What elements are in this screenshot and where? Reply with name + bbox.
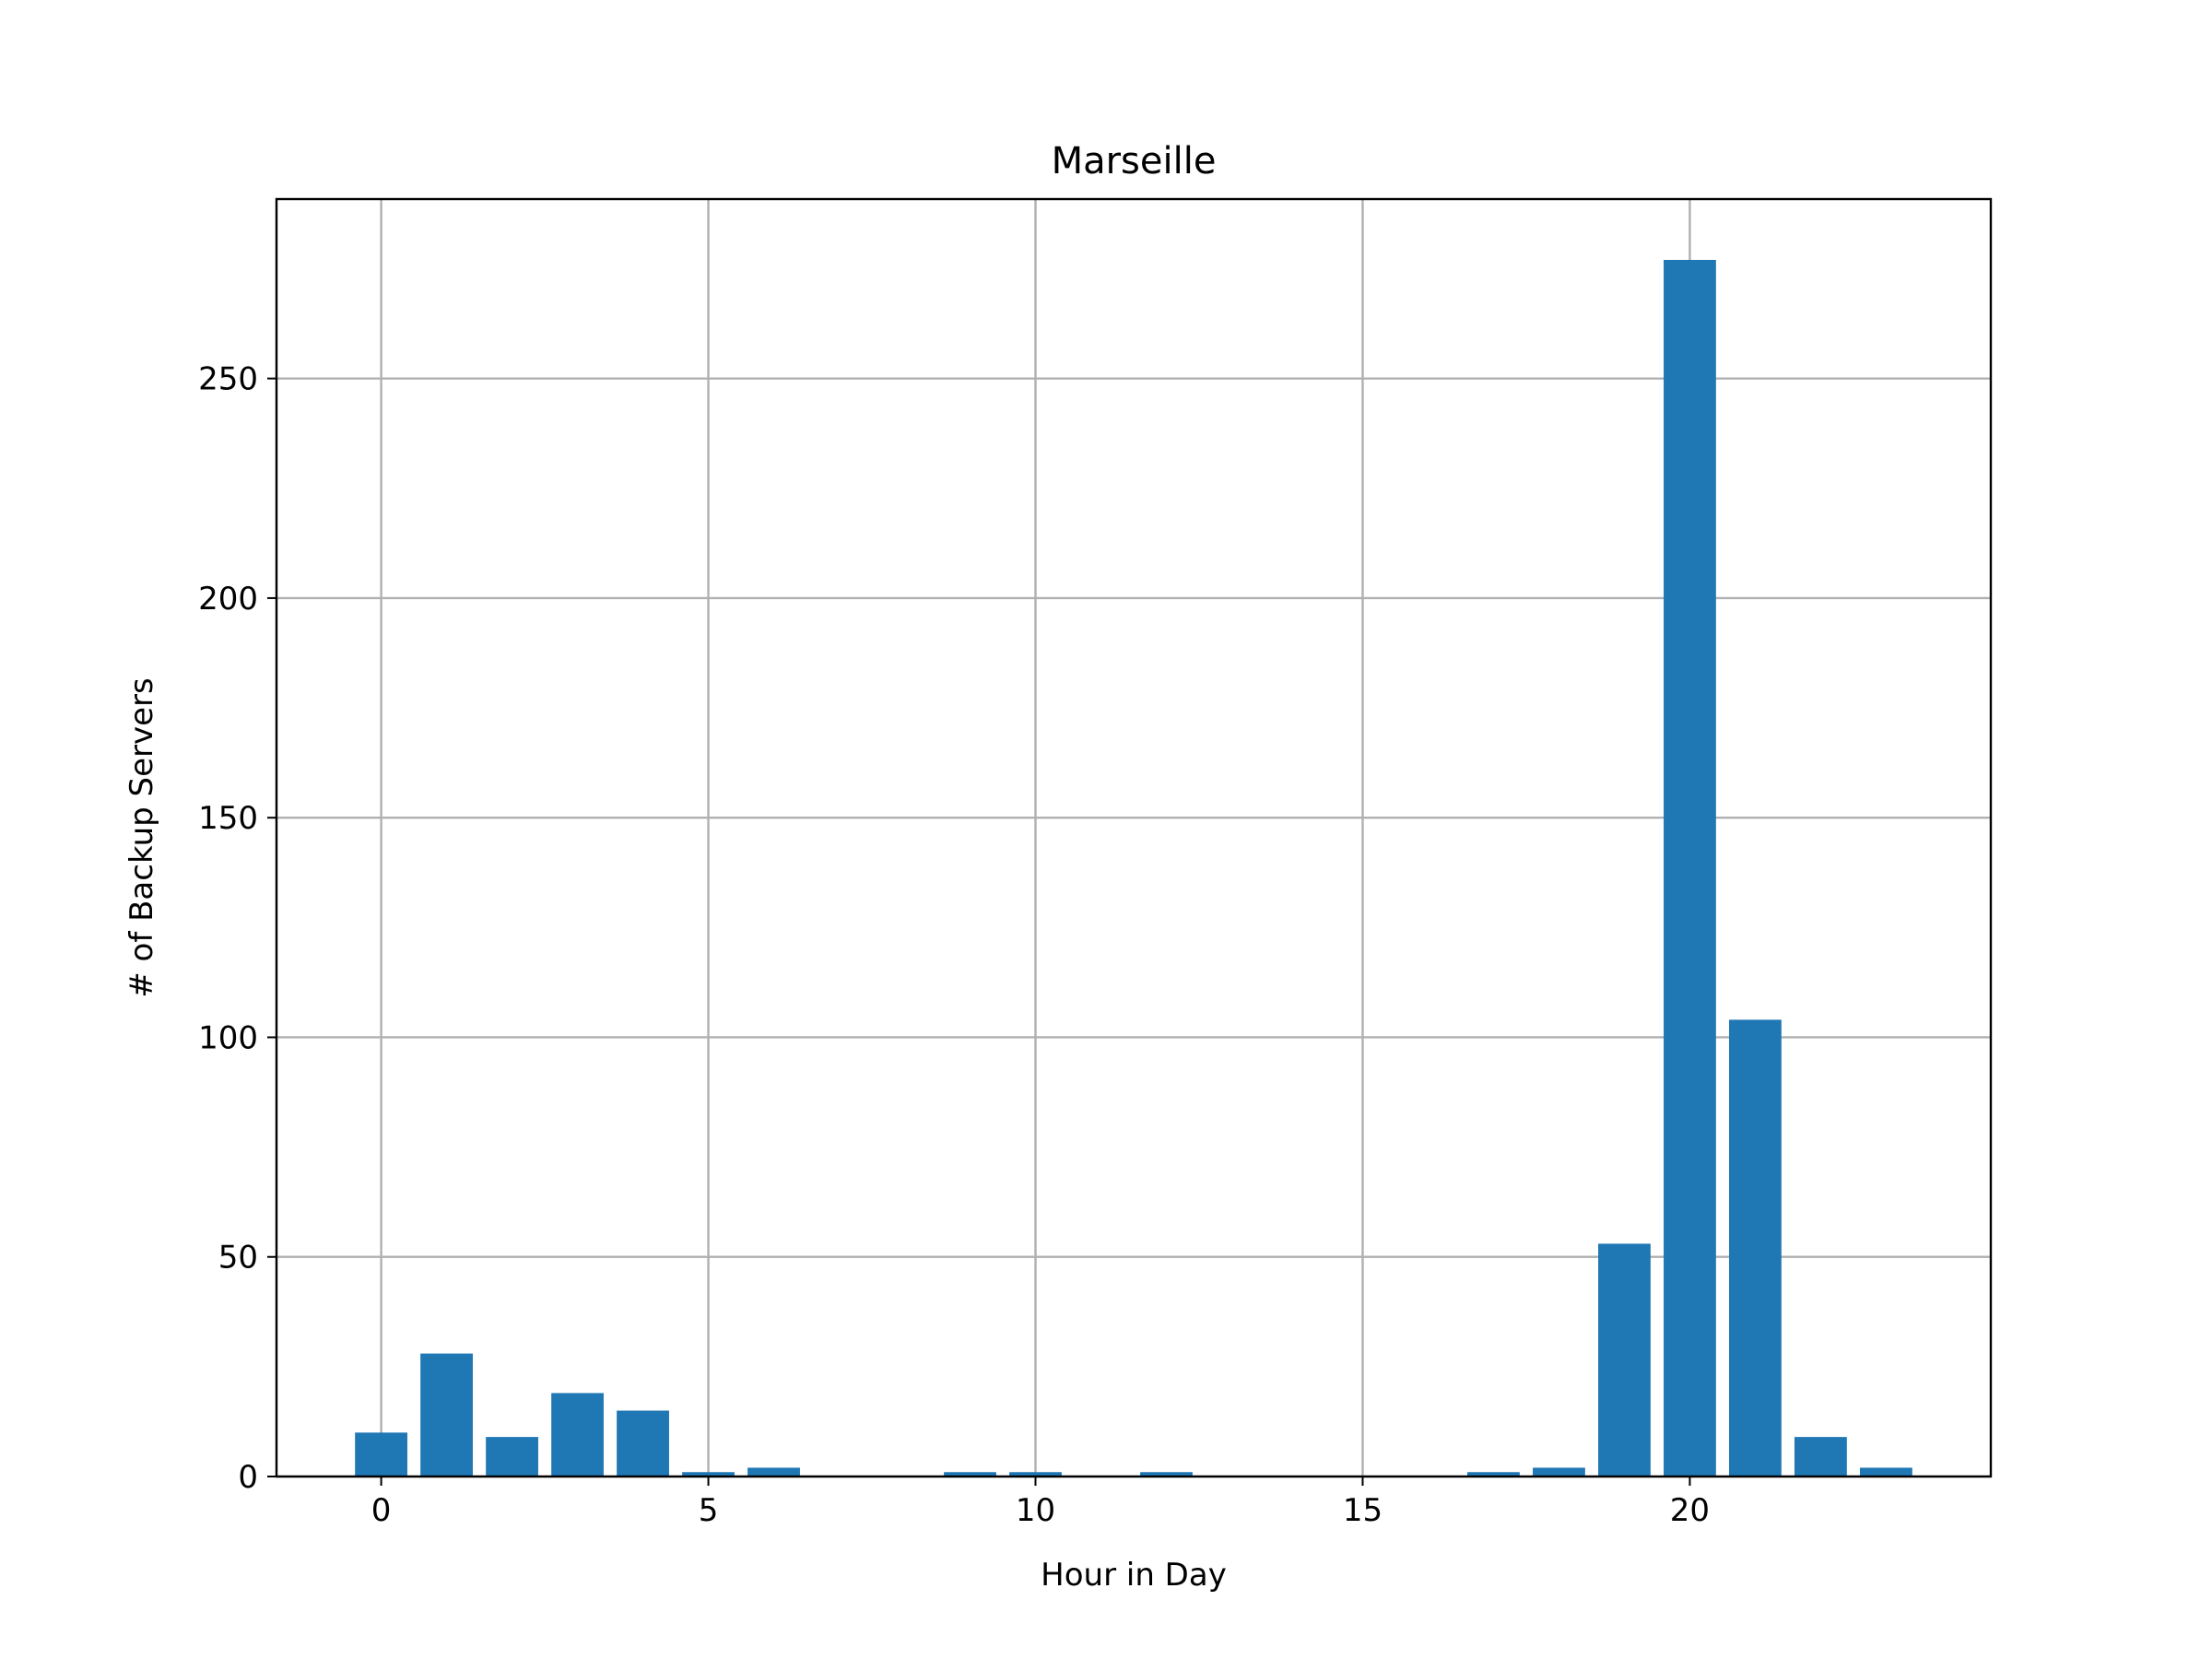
x-tick-label: 10	[1016, 1492, 1055, 1529]
bar-hour-18	[1533, 1467, 1585, 1477]
y-tick-label: 0	[238, 1459, 258, 1496]
chart-title: Marseille	[1052, 140, 1217, 182]
bar-hour-21	[1729, 1019, 1782, 1477]
y-tick-label: 50	[218, 1240, 258, 1277]
bar-hour-17	[1467, 1472, 1520, 1477]
bar-hour-3	[551, 1393, 604, 1477]
bar-hour-6	[747, 1467, 800, 1477]
x-tick-label: 20	[1670, 1492, 1710, 1529]
bar-hour-10	[1009, 1472, 1062, 1477]
x-tick-label: 0	[371, 1492, 392, 1529]
x-tick-label: 5	[699, 1492, 719, 1529]
x-tick-label: 15	[1343, 1492, 1382, 1529]
bar-hour-23	[1860, 1467, 1912, 1477]
bar-hour-4	[617, 1410, 669, 1477]
bar-hour-20	[1664, 260, 1716, 1477]
bar-hour-22	[1794, 1437, 1847, 1477]
y-tick-label: 150	[198, 800, 258, 837]
plot-frame	[275, 197, 1993, 1478]
y-tick-label: 200	[198, 581, 258, 618]
bar-hour-9	[944, 1472, 996, 1477]
bar-hour-1	[420, 1353, 473, 1477]
y-tick-label: 250	[198, 361, 258, 398]
y-tick-label: 100	[198, 1019, 258, 1056]
bar-hour-5	[682, 1472, 735, 1477]
bar-hour-2	[486, 1437, 538, 1477]
bar-hour-19	[1598, 1243, 1651, 1477]
bar-hour-12	[1140, 1472, 1193, 1477]
bars	[355, 260, 1912, 1477]
x-axis-label: Hour in Day	[1041, 1557, 1227, 1594]
bar-hour-0	[355, 1432, 407, 1477]
y-axis-label: # of Backup Servers	[124, 677, 160, 998]
